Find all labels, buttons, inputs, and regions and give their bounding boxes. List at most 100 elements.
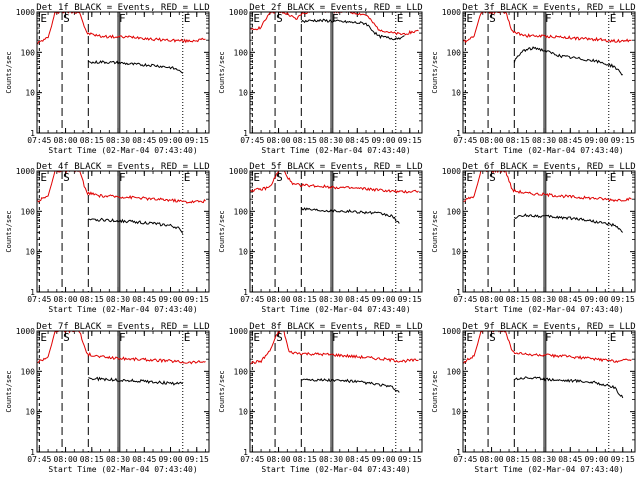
- x-tick-label: 09:00: [371, 295, 395, 304]
- y-axis-label: Counts/sec: [218, 370, 226, 412]
- lld-series-line: [37, 12, 206, 45]
- plot-frame: [36, 170, 210, 293]
- x-axis-label: Start Time (02-Mar-04 07:43:40): [474, 305, 623, 314]
- x-tick-label: 08:00: [54, 455, 78, 464]
- x-tick-label: 08:45: [345, 455, 369, 464]
- panel-title: Det 9f BLACK = Events, RED = LLD: [462, 322, 635, 332]
- panel-title: Det 7f BLACK = Events, RED = LLD: [36, 322, 209, 332]
- y-tick-label: 1000: [16, 8, 35, 17]
- y-axis-label: Counts/sec: [431, 210, 439, 252]
- y-tick-label: 1: [456, 448, 461, 457]
- x-axis-label: Start Time (02-Mar-04 07:43:40): [474, 146, 623, 155]
- x-tick-label: 09:15: [398, 295, 422, 304]
- marker-label: S: [276, 331, 283, 344]
- y-axis-label: Counts/sec: [5, 370, 13, 412]
- x-tick-label: 09:15: [398, 455, 422, 464]
- x-tick-label: 08:00: [267, 295, 291, 304]
- y-tick-label: 100: [21, 48, 36, 57]
- marker-label: E: [397, 331, 404, 344]
- y-tick-label: 10: [451, 89, 461, 98]
- marker-label: S: [489, 12, 496, 25]
- y-tick-label: 1: [243, 288, 248, 297]
- y-tick-label: 1000: [442, 8, 461, 17]
- x-tick-label: 08:15: [293, 455, 317, 464]
- y-tick-label: 100: [234, 367, 249, 376]
- y-tick-label: 1: [30, 129, 35, 138]
- plot-frame: [462, 330, 636, 453]
- y-tick-label: 1000: [442, 327, 461, 336]
- y-tick-label: 1000: [229, 167, 248, 176]
- y-tick-label: 1: [456, 129, 461, 138]
- y-tick-label: 10: [451, 408, 461, 417]
- x-tick-label: 09:00: [158, 136, 182, 145]
- x-tick-label: 07:45: [453, 295, 477, 304]
- marker-label: F: [119, 331, 126, 344]
- x-axis-label: Start Time (02-Mar-04 07:43:40): [48, 146, 197, 155]
- panel-7: Det 7f BLACK = Events, RED = LLD Counts/s…: [5, 322, 210, 474]
- marker-label: S: [63, 171, 70, 184]
- x-tick-label: 08:00: [480, 136, 504, 145]
- marker-label: F: [332, 12, 339, 25]
- x-tick-label: 08:30: [106, 136, 130, 145]
- panel-5: Det 5f BLACK = Events, RED = LLD Counts/s…: [218, 162, 423, 314]
- y-tick-label: 10: [25, 89, 35, 98]
- x-tick-label: 09:00: [584, 455, 608, 464]
- y-tick-label: 1: [243, 129, 248, 138]
- y-tick-label: 1: [30, 448, 35, 457]
- x-tick-label: 09:15: [611, 136, 635, 145]
- x-tick-label: 08:15: [293, 295, 317, 304]
- x-tick-label: 08:00: [480, 455, 504, 464]
- x-tick-label: 08:00: [267, 136, 291, 145]
- x-tick-label: 08:30: [532, 455, 556, 464]
- x-tick-label: 08:30: [532, 136, 556, 145]
- plot-frame: [36, 11, 210, 134]
- plot-frame: [462, 170, 636, 293]
- panel-title: Det 5f BLACK = Events, RED = LLD: [249, 162, 422, 172]
- y-tick-label: 1000: [229, 8, 248, 17]
- x-tick-label: 08:15: [293, 136, 317, 145]
- marker-label: F: [545, 331, 552, 344]
- lld-series-line: [37, 331, 206, 365]
- x-axis-label: Start Time (02-Mar-04 07:43:40): [474, 465, 623, 474]
- x-tick-label: 09:00: [371, 455, 395, 464]
- x-tick-label: 09:15: [185, 295, 209, 304]
- marker-label: E: [610, 331, 617, 344]
- x-tick-label: 07:45: [240, 136, 264, 145]
- marker-label: E: [397, 171, 404, 184]
- marker-label: F: [332, 331, 339, 344]
- plot-frame: [249, 11, 423, 134]
- y-tick-label: 100: [447, 207, 462, 216]
- lld-series-line: [250, 171, 419, 194]
- x-tick-label: 07:45: [27, 136, 51, 145]
- x-tick-label: 08:15: [80, 136, 104, 145]
- panel-1: Det 1f BLACK = Events, RED = LLD Counts/s…: [5, 3, 210, 155]
- events-series-line: [300, 207, 400, 224]
- y-tick-label: 10: [451, 248, 461, 257]
- x-tick-label: 09:00: [584, 136, 608, 145]
- marker-label: E: [397, 12, 404, 25]
- panel-2: Det 2f BLACK = Events, RED = LLD Counts/s…: [218, 3, 423, 155]
- y-tick-label: 100: [234, 48, 249, 57]
- x-tick-label: 08:00: [267, 455, 291, 464]
- x-tick-label: 08:45: [345, 295, 369, 304]
- marker-label: S: [63, 331, 70, 344]
- marker-label: S: [489, 331, 496, 344]
- y-tick-label: 100: [447, 48, 462, 57]
- y-tick-label: 10: [238, 248, 248, 257]
- x-tick-label: 09:15: [185, 136, 209, 145]
- y-tick-label: 10: [238, 89, 248, 98]
- x-tick-label: 09:00: [371, 136, 395, 145]
- marker-label: E: [610, 12, 617, 25]
- marker-label: F: [545, 171, 552, 184]
- lld-series-line: [37, 171, 206, 204]
- events-series-line: [513, 213, 624, 233]
- y-tick-label: 1: [243, 448, 248, 457]
- events-series-line: [513, 46, 623, 76]
- x-tick-label: 08:30: [319, 295, 343, 304]
- x-tick-label: 08:15: [80, 455, 104, 464]
- panel-title: Det 1f BLACK = Events, RED = LLD: [36, 3, 209, 13]
- x-tick-label: 08:30: [319, 455, 343, 464]
- marker-label: E: [40, 12, 47, 25]
- marker-label: E: [184, 12, 191, 25]
